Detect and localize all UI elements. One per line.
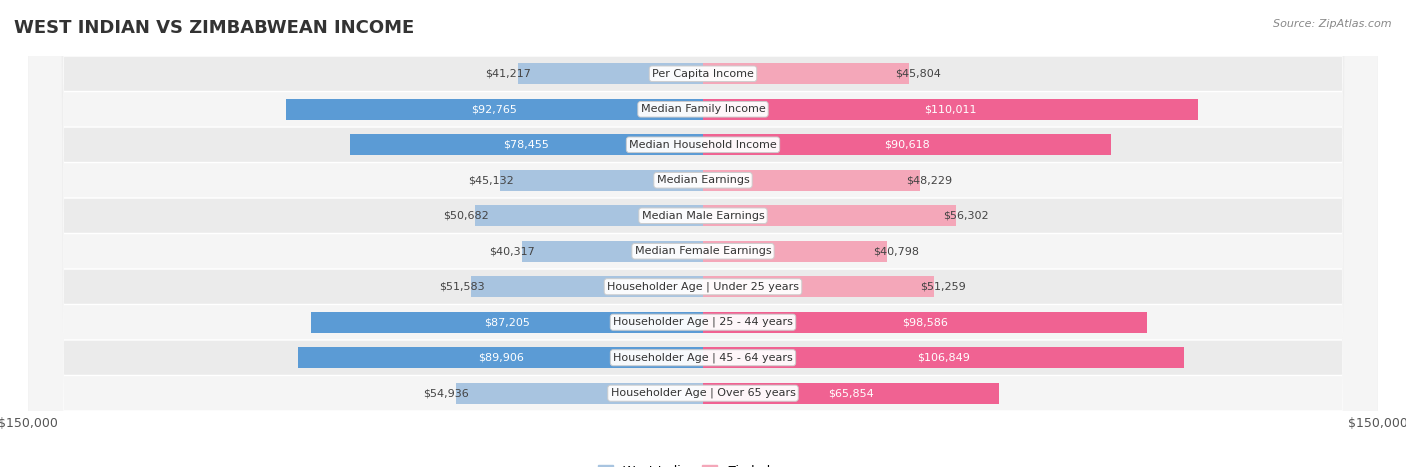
Text: Median Male Earnings: Median Male Earnings	[641, 211, 765, 221]
FancyBboxPatch shape	[28, 0, 1378, 467]
Text: Median Earnings: Median Earnings	[657, 175, 749, 185]
Text: Median Female Earnings: Median Female Earnings	[634, 246, 772, 256]
Text: $51,583: $51,583	[439, 282, 485, 292]
Text: $90,618: $90,618	[884, 140, 929, 150]
Bar	[311, 311, 703, 333]
Text: Householder Age | Under 25 years: Householder Age | Under 25 years	[607, 282, 799, 292]
Text: $78,455: $78,455	[503, 140, 550, 150]
Bar	[703, 382, 1000, 404]
Text: Householder Age | Over 65 years: Householder Age | Over 65 years	[610, 388, 796, 398]
FancyBboxPatch shape	[28, 0, 1378, 467]
Text: Per Capita Income: Per Capita Income	[652, 69, 754, 79]
Bar	[703, 205, 956, 226]
FancyBboxPatch shape	[28, 0, 1378, 467]
FancyBboxPatch shape	[28, 0, 1378, 467]
Text: WEST INDIAN VS ZIMBABWEAN INCOME: WEST INDIAN VS ZIMBABWEAN INCOME	[14, 19, 415, 37]
FancyBboxPatch shape	[28, 0, 1378, 467]
Text: $40,798: $40,798	[873, 246, 920, 256]
Bar	[285, 99, 703, 120]
Bar	[522, 241, 703, 262]
FancyBboxPatch shape	[28, 0, 1378, 467]
Bar	[703, 99, 1198, 120]
FancyBboxPatch shape	[28, 0, 1378, 467]
Text: Householder Age | 25 - 44 years: Householder Age | 25 - 44 years	[613, 317, 793, 327]
Text: $50,682: $50,682	[443, 211, 488, 221]
FancyBboxPatch shape	[28, 0, 1378, 467]
Text: Median Family Income: Median Family Income	[641, 104, 765, 114]
Text: Median Household Income: Median Household Income	[628, 140, 778, 150]
Bar	[703, 170, 920, 191]
Bar	[517, 63, 703, 85]
Text: $98,586: $98,586	[901, 317, 948, 327]
FancyBboxPatch shape	[28, 0, 1378, 467]
Bar	[456, 382, 703, 404]
Text: $65,854: $65,854	[828, 388, 875, 398]
Text: $40,317: $40,317	[489, 246, 536, 256]
Text: $48,229: $48,229	[907, 175, 953, 185]
Text: $89,906: $89,906	[478, 353, 523, 363]
Bar	[501, 170, 703, 191]
Bar	[703, 134, 1111, 156]
Text: $45,804: $45,804	[896, 69, 942, 79]
Bar	[703, 347, 1184, 368]
Bar	[350, 134, 703, 156]
Bar	[298, 347, 703, 368]
Bar	[703, 311, 1146, 333]
Legend: West Indian, Zimbabwean: West Indian, Zimbabwean	[592, 460, 814, 467]
Text: $87,205: $87,205	[484, 317, 530, 327]
Text: $45,132: $45,132	[468, 175, 513, 185]
Text: $54,936: $54,936	[423, 388, 470, 398]
Bar	[703, 63, 910, 85]
Bar	[471, 276, 703, 297]
Text: $106,849: $106,849	[917, 353, 970, 363]
Bar	[703, 276, 934, 297]
Text: Source: ZipAtlas.com: Source: ZipAtlas.com	[1274, 19, 1392, 28]
Text: $51,259: $51,259	[920, 282, 966, 292]
Text: $92,765: $92,765	[471, 104, 517, 114]
Text: $41,217: $41,217	[485, 69, 531, 79]
Bar	[703, 241, 887, 262]
FancyBboxPatch shape	[28, 0, 1378, 467]
Text: $110,011: $110,011	[924, 104, 977, 114]
Text: $56,302: $56,302	[943, 211, 988, 221]
Text: Householder Age | 45 - 64 years: Householder Age | 45 - 64 years	[613, 353, 793, 363]
Bar	[475, 205, 703, 226]
